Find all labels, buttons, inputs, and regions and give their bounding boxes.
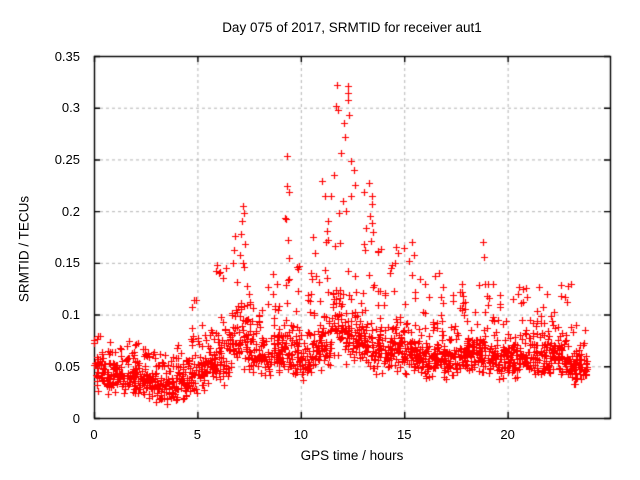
chart-title: Day 075 of 2017, SRMTID for receiver aut… — [222, 20, 482, 35]
x-tick-label: 15 — [396, 427, 412, 442]
y-tick-label: 0.1 — [61, 307, 80, 323]
y-tick-label: 0.15 — [54, 255, 80, 271]
y-tick-label: 0 — [72, 410, 80, 426]
y-tick-label: 0.2 — [61, 203, 80, 219]
x-tick-label: 0 — [90, 427, 98, 442]
y-tick-label: 0.25 — [54, 151, 80, 167]
y-tick-label: 0.3 — [61, 100, 80, 116]
x-tick-label: 5 — [193, 427, 202, 442]
x-tick-label: 20 — [500, 427, 515, 442]
x-axis-label: GPS time / hours — [300, 448, 404, 463]
y-tick-label: 0.35 — [54, 48, 80, 64]
y-tick-label: 0.05 — [54, 358, 80, 374]
x-tick-label: 10 — [293, 427, 309, 442]
